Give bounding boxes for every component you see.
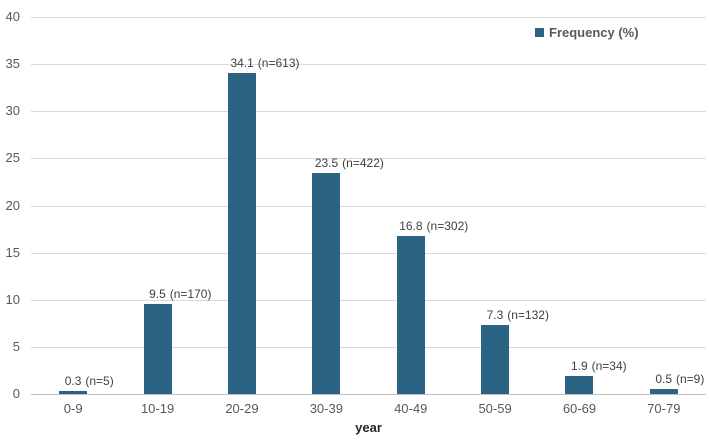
bar-data-label-20-29: 34.1 (n=613) xyxy=(230,56,299,70)
legend: Frequency (%) xyxy=(535,25,639,40)
gridline-15 xyxy=(31,252,706,254)
bar-count: (n=302) xyxy=(426,219,469,233)
bar-70-79 xyxy=(649,389,678,394)
y-tick-label-40: 40 xyxy=(5,9,20,24)
x-tick-label-30-39: 30-39 xyxy=(309,401,343,416)
bar-count: (n=132) xyxy=(507,308,549,322)
y-tick-label-25: 25 xyxy=(5,150,20,166)
bar-data-label-40-49: 16.8 (n=302) xyxy=(399,219,468,233)
bar-count: (n=5) xyxy=(85,374,114,388)
y-tick-label-10: 10 xyxy=(5,291,20,307)
bar-10-19 xyxy=(143,304,172,394)
gridline-40 xyxy=(31,17,706,18)
x-axis-title: year xyxy=(355,420,382,435)
bar-count: (n=422) xyxy=(342,156,384,170)
bar-data-label-70-79: 0.5 (n=9) xyxy=(655,372,704,386)
y-tick-label-15: 15 xyxy=(5,244,20,260)
bar-value: 7.3 xyxy=(486,308,504,322)
bar-value: 1.9 xyxy=(570,359,588,373)
bar-value: 9.5 xyxy=(149,287,166,301)
bar-30-39 xyxy=(312,173,341,394)
y-tick-label-30: 30 xyxy=(5,103,20,119)
gridline-5 xyxy=(31,346,706,348)
x-tick-label-20-29: 20-29 xyxy=(225,401,259,416)
x-axis-line xyxy=(31,394,706,395)
y-tick-label-20: 20 xyxy=(5,197,20,213)
bar-count: (n=9) xyxy=(676,372,705,386)
bar-value: 0.3 xyxy=(64,374,82,388)
bar-value: 0.5 xyxy=(655,372,672,386)
bar-20-29 xyxy=(227,73,256,394)
y-tick-label-0: 0 xyxy=(12,386,20,401)
bar-40-49 xyxy=(396,236,425,394)
x-tick-label-50-59: 50-59 xyxy=(478,401,512,416)
legend-label: Frequency (%) xyxy=(549,25,639,40)
bar-50-59 xyxy=(481,325,510,394)
gridline-20 xyxy=(31,205,706,207)
bar-count: (n=613) xyxy=(257,56,300,70)
bar-data-label-0-9: 0.3 (n=5) xyxy=(65,374,114,388)
gridline-30 xyxy=(31,111,706,113)
gridline-10 xyxy=(31,299,706,301)
x-tick-label-60-69: 60-69 xyxy=(562,401,597,416)
bar-data-label-60-69: 1.9 (n=34) xyxy=(571,359,627,373)
gridline-35 xyxy=(31,64,706,66)
bar-0-9 xyxy=(59,391,88,394)
y-tick-label-35: 35 xyxy=(5,56,20,72)
gridline-25 xyxy=(31,158,706,160)
bar-value: 16.8 xyxy=(399,219,423,233)
x-tick-label-70-79: 70-79 xyxy=(647,401,681,416)
bar-value: 34.1 xyxy=(230,56,254,70)
bar-count: (n=34) xyxy=(591,359,627,373)
y-tick-label-5: 5 xyxy=(12,338,20,354)
bar-value: 23.5 xyxy=(314,156,339,170)
x-tick-label-10-19: 10-19 xyxy=(140,401,175,416)
bar-count: (n=170) xyxy=(169,287,212,301)
bar-data-label-10-19: 9.5 (n=170) xyxy=(149,287,211,301)
x-tick-label-0-9: 0-9 xyxy=(63,401,83,416)
bar-60-69 xyxy=(565,376,594,394)
legend-swatch-icon xyxy=(535,28,544,37)
plot-area: 0.3 (n=5) 9.5 (n=170) 34.1 (n=613) 23.5 (n=422)… xyxy=(31,17,706,395)
bar-data-label-30-39: 23.5 (n=422) xyxy=(315,156,384,170)
bar-data-label-50-59: 7.3 (n=132) xyxy=(487,308,549,322)
x-tick-label-40-49: 40-49 xyxy=(394,401,428,416)
